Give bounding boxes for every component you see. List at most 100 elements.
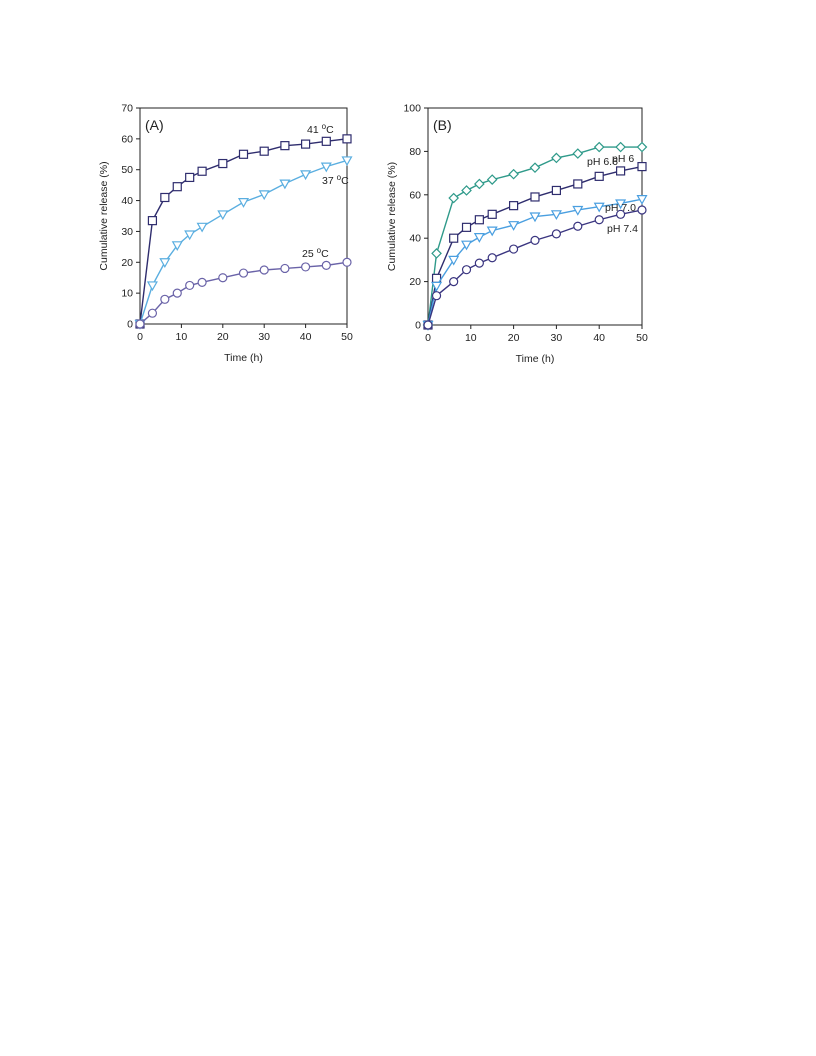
panel-a-series-2-point: [135, 319, 145, 329]
panel-b-ytick-label: 80: [409, 146, 421, 158]
panel-b-series-2-point: [448, 255, 460, 266]
panel-b-series-0-point: [615, 141, 626, 153]
label-text: pH 7.4: [607, 223, 638, 235]
panel-b-series-0-point: [636, 141, 648, 153]
panel-b-xtick-label: 30: [551, 332, 563, 344]
panel-b-frame: [427, 107, 643, 326]
label-text: C: [321, 248, 329, 260]
panel-a-series-0-point: [238, 149, 249, 159]
panel-b-series-1-point: [530, 192, 540, 202]
panel-b-xtick-label: 20: [508, 332, 520, 344]
panel-b-series-3-point: [487, 253, 497, 263]
panel-a-series-2-point: [280, 263, 290, 274]
panel-b-series-3-point: [637, 205, 647, 215]
panel-b-series-2-point: [508, 221, 520, 231]
degree-superscript: o: [337, 173, 342, 182]
panel-b-series-2-point: [460, 240, 473, 251]
panel-b-series-2-point: [615, 199, 627, 210]
panel-a-series-1-line: [139, 159, 348, 325]
panel-b-series-2-point: [473, 233, 485, 243]
panel-b-series-3-label: pH 7.4: [607, 223, 638, 235]
label-text: pH 6: [612, 153, 634, 165]
panel-a-tag: (A): [145, 117, 164, 133]
panel-a-series-1-point: [171, 241, 183, 252]
panel-a-series-2-point: [172, 288, 182, 298]
panel-b-series-1-point: [594, 171, 604, 181]
label-text: pH 6.6: [587, 156, 618, 168]
panel-a-series-1-point: [279, 179, 291, 190]
panel-b-y-axis-title: Cumulative release (%): [386, 162, 398, 271]
panel-b-series-0-label: pH 6: [612, 153, 634, 165]
panel-a-series-0: [135, 134, 352, 329]
panel-b-ytick-label: 100: [403, 103, 421, 115]
panel-a-xtick-label: 30: [258, 331, 270, 343]
label-text: C: [326, 124, 334, 136]
panel-a-series-1-point: [300, 170, 312, 181]
panel-b-ytick-label: 0: [415, 320, 421, 332]
panel-b-series-0-point: [551, 152, 562, 164]
panel-b-series-2-point: [431, 281, 443, 292]
panel-b-series-1-point: [487, 209, 497, 219]
panel-a-y-axis-title: Cumulative release (%): [98, 161, 110, 270]
panel-b-series-0-point: [474, 178, 485, 190]
panel-a-ytick-label: 40: [121, 195, 133, 207]
panel-a-ytick-label: 10: [121, 288, 133, 300]
panel-b-ytick-label: 20: [409, 276, 421, 288]
panel-a-series-0-point: [259, 146, 269, 156]
panel-b-series-0: [422, 141, 648, 331]
panel-a-series-0-point: [185, 172, 195, 183]
panel-a-series-1-point: [341, 156, 353, 167]
panel-b-series-3-point: [449, 277, 459, 287]
panel-b-tag: (B): [433, 117, 452, 133]
panel-a-series-1-point: [196, 222, 208, 233]
panel-a-xtick-label: 10: [176, 331, 188, 343]
panel-b-series-3-point: [573, 221, 583, 231]
panel-b-ytick-label: 60: [409, 189, 421, 201]
panel-a-series-1-point: [320, 162, 332, 173]
panel-b-series-3-point: [474, 258, 484, 268]
panel-b-xtick-label: 50: [636, 332, 648, 344]
panel-b-series-3-point: [423, 320, 433, 330]
panel-b-series-3-point: [508, 244, 519, 254]
panel-a-series-2-label: 25 oC: [302, 246, 329, 260]
panel-b-series-3-point: [594, 215, 604, 225]
panel-b-series-1-point: [461, 222, 472, 232]
panel-a-series-2-point: [185, 280, 195, 291]
panel-b-series-2-point: [486, 226, 498, 237]
panel-b-series-2-point: [550, 210, 562, 221]
label-text: 41: [307, 124, 322, 136]
panel-b-series-1-point: [551, 185, 562, 196]
panel-b-series-1-point: [573, 179, 583, 189]
panel-b-series-2-point: [636, 195, 648, 205]
panel-b-ytick-label: 40: [409, 233, 421, 245]
panel-b-series-1-point: [615, 166, 626, 176]
panel-a-series-0-point: [321, 136, 331, 146]
degree-superscript: o: [322, 122, 327, 131]
panel-a-series-0-label: 41 oC: [307, 122, 334, 136]
panel-b-series-1-point: [449, 233, 459, 243]
panel-a-frame: [139, 107, 348, 325]
panel-b-series-0-point: [529, 162, 541, 174]
panel-b-series-0-point: [593, 141, 605, 153]
panel-a-xtick-label: 40: [300, 331, 312, 343]
panel-b-series-0-point: [461, 185, 472, 196]
panel-b-series-2-point: [593, 202, 605, 213]
panel-b-series-0-point: [572, 148, 584, 159]
panel-a-series-0-point: [218, 158, 228, 169]
panel-b-series-3-point: [530, 235, 540, 245]
panel-a-series-1-label: 37 oC: [322, 173, 349, 187]
panel-a-series-1-point: [184, 230, 196, 241]
panel-b-xtick-label: 10: [465, 332, 477, 344]
panel-b-series-3-point: [615, 209, 626, 219]
panel-a-series-2-point: [147, 308, 158, 318]
label-text: C: [341, 175, 349, 187]
panel-a-series-0-point: [197, 166, 207, 176]
label-text: pH 7.0: [605, 202, 636, 214]
panel-b-series-1-label: pH 6.6: [587, 156, 618, 168]
panel-a-ytick-label: 30: [121, 226, 133, 238]
panel-b-series-2-point: [572, 205, 584, 216]
panel-b-series-1: [423, 161, 647, 330]
panel-a-ytick-label: 70: [121, 103, 133, 115]
panel-a-series-2-point: [218, 273, 228, 283]
panel-a-series-1-point: [217, 210, 229, 221]
